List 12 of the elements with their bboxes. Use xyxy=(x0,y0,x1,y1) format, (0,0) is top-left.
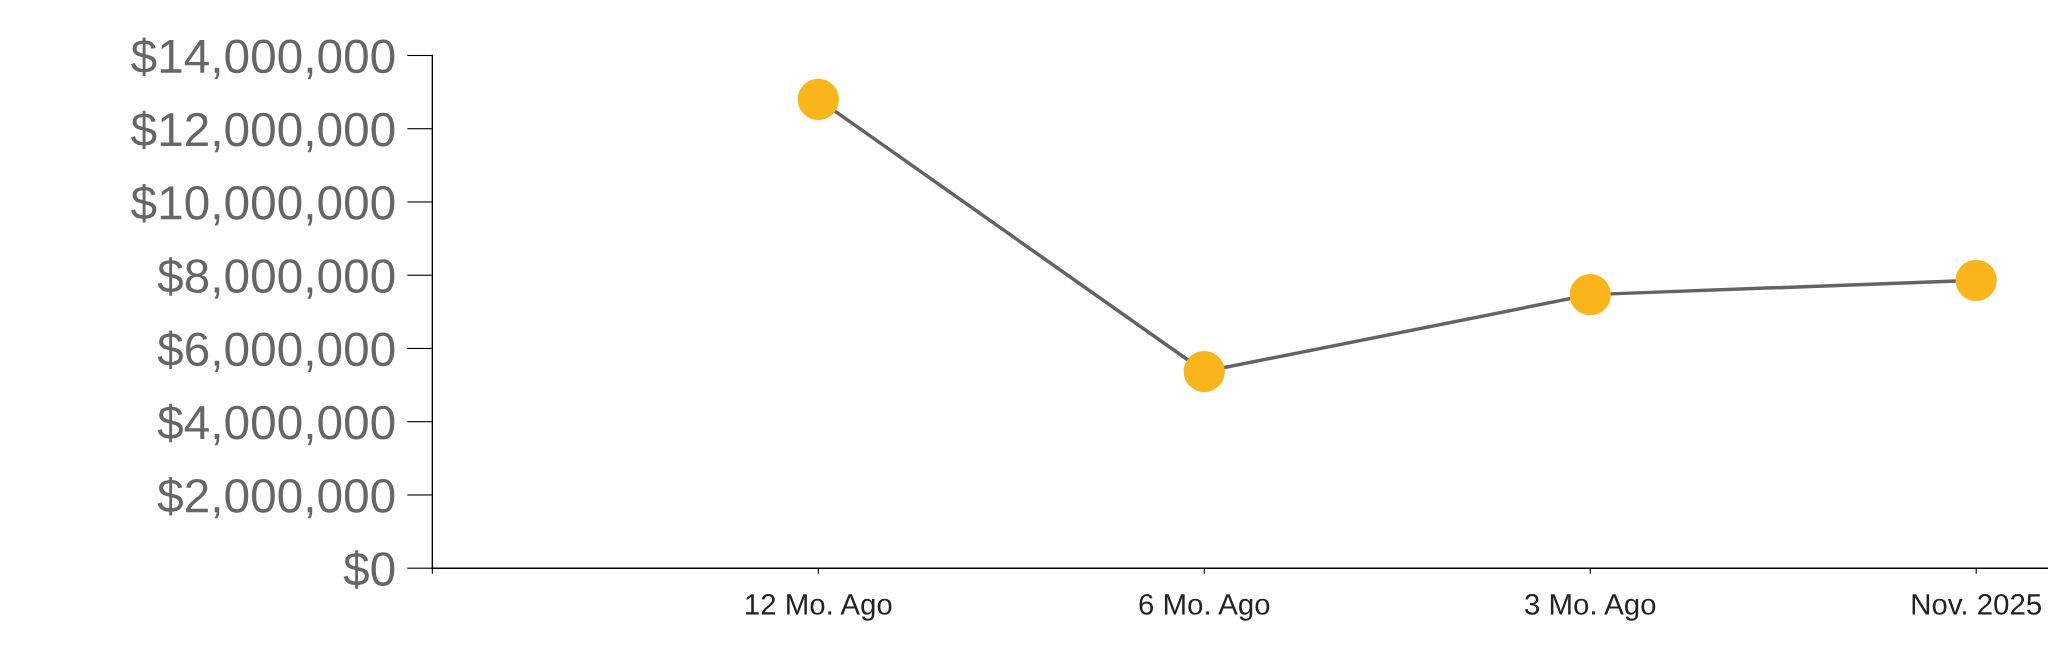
x-tick-label: 12 Mo. Ago xyxy=(746,593,892,621)
y-tick-label: $2,000,000 xyxy=(157,476,395,519)
y-tick-label: $6,000,000 xyxy=(157,330,395,372)
x-tick-label: 6 Mo. Ago xyxy=(1139,593,1270,621)
y-tick-label: $0 xyxy=(343,550,395,589)
y-tick-label: $14,000,000 xyxy=(131,37,395,79)
y-tick-label: $4,000,000 xyxy=(157,403,395,446)
y-tick-label: $8,000,000 xyxy=(157,257,395,299)
x-tick-label: 3 Mo. Ago xyxy=(1525,593,1656,621)
y-tick-label: $12,000,000 xyxy=(131,110,395,153)
x-tick-label: Nov. 2025 xyxy=(1912,593,2042,615)
y-tick-label: $10,000,000 xyxy=(131,183,395,226)
